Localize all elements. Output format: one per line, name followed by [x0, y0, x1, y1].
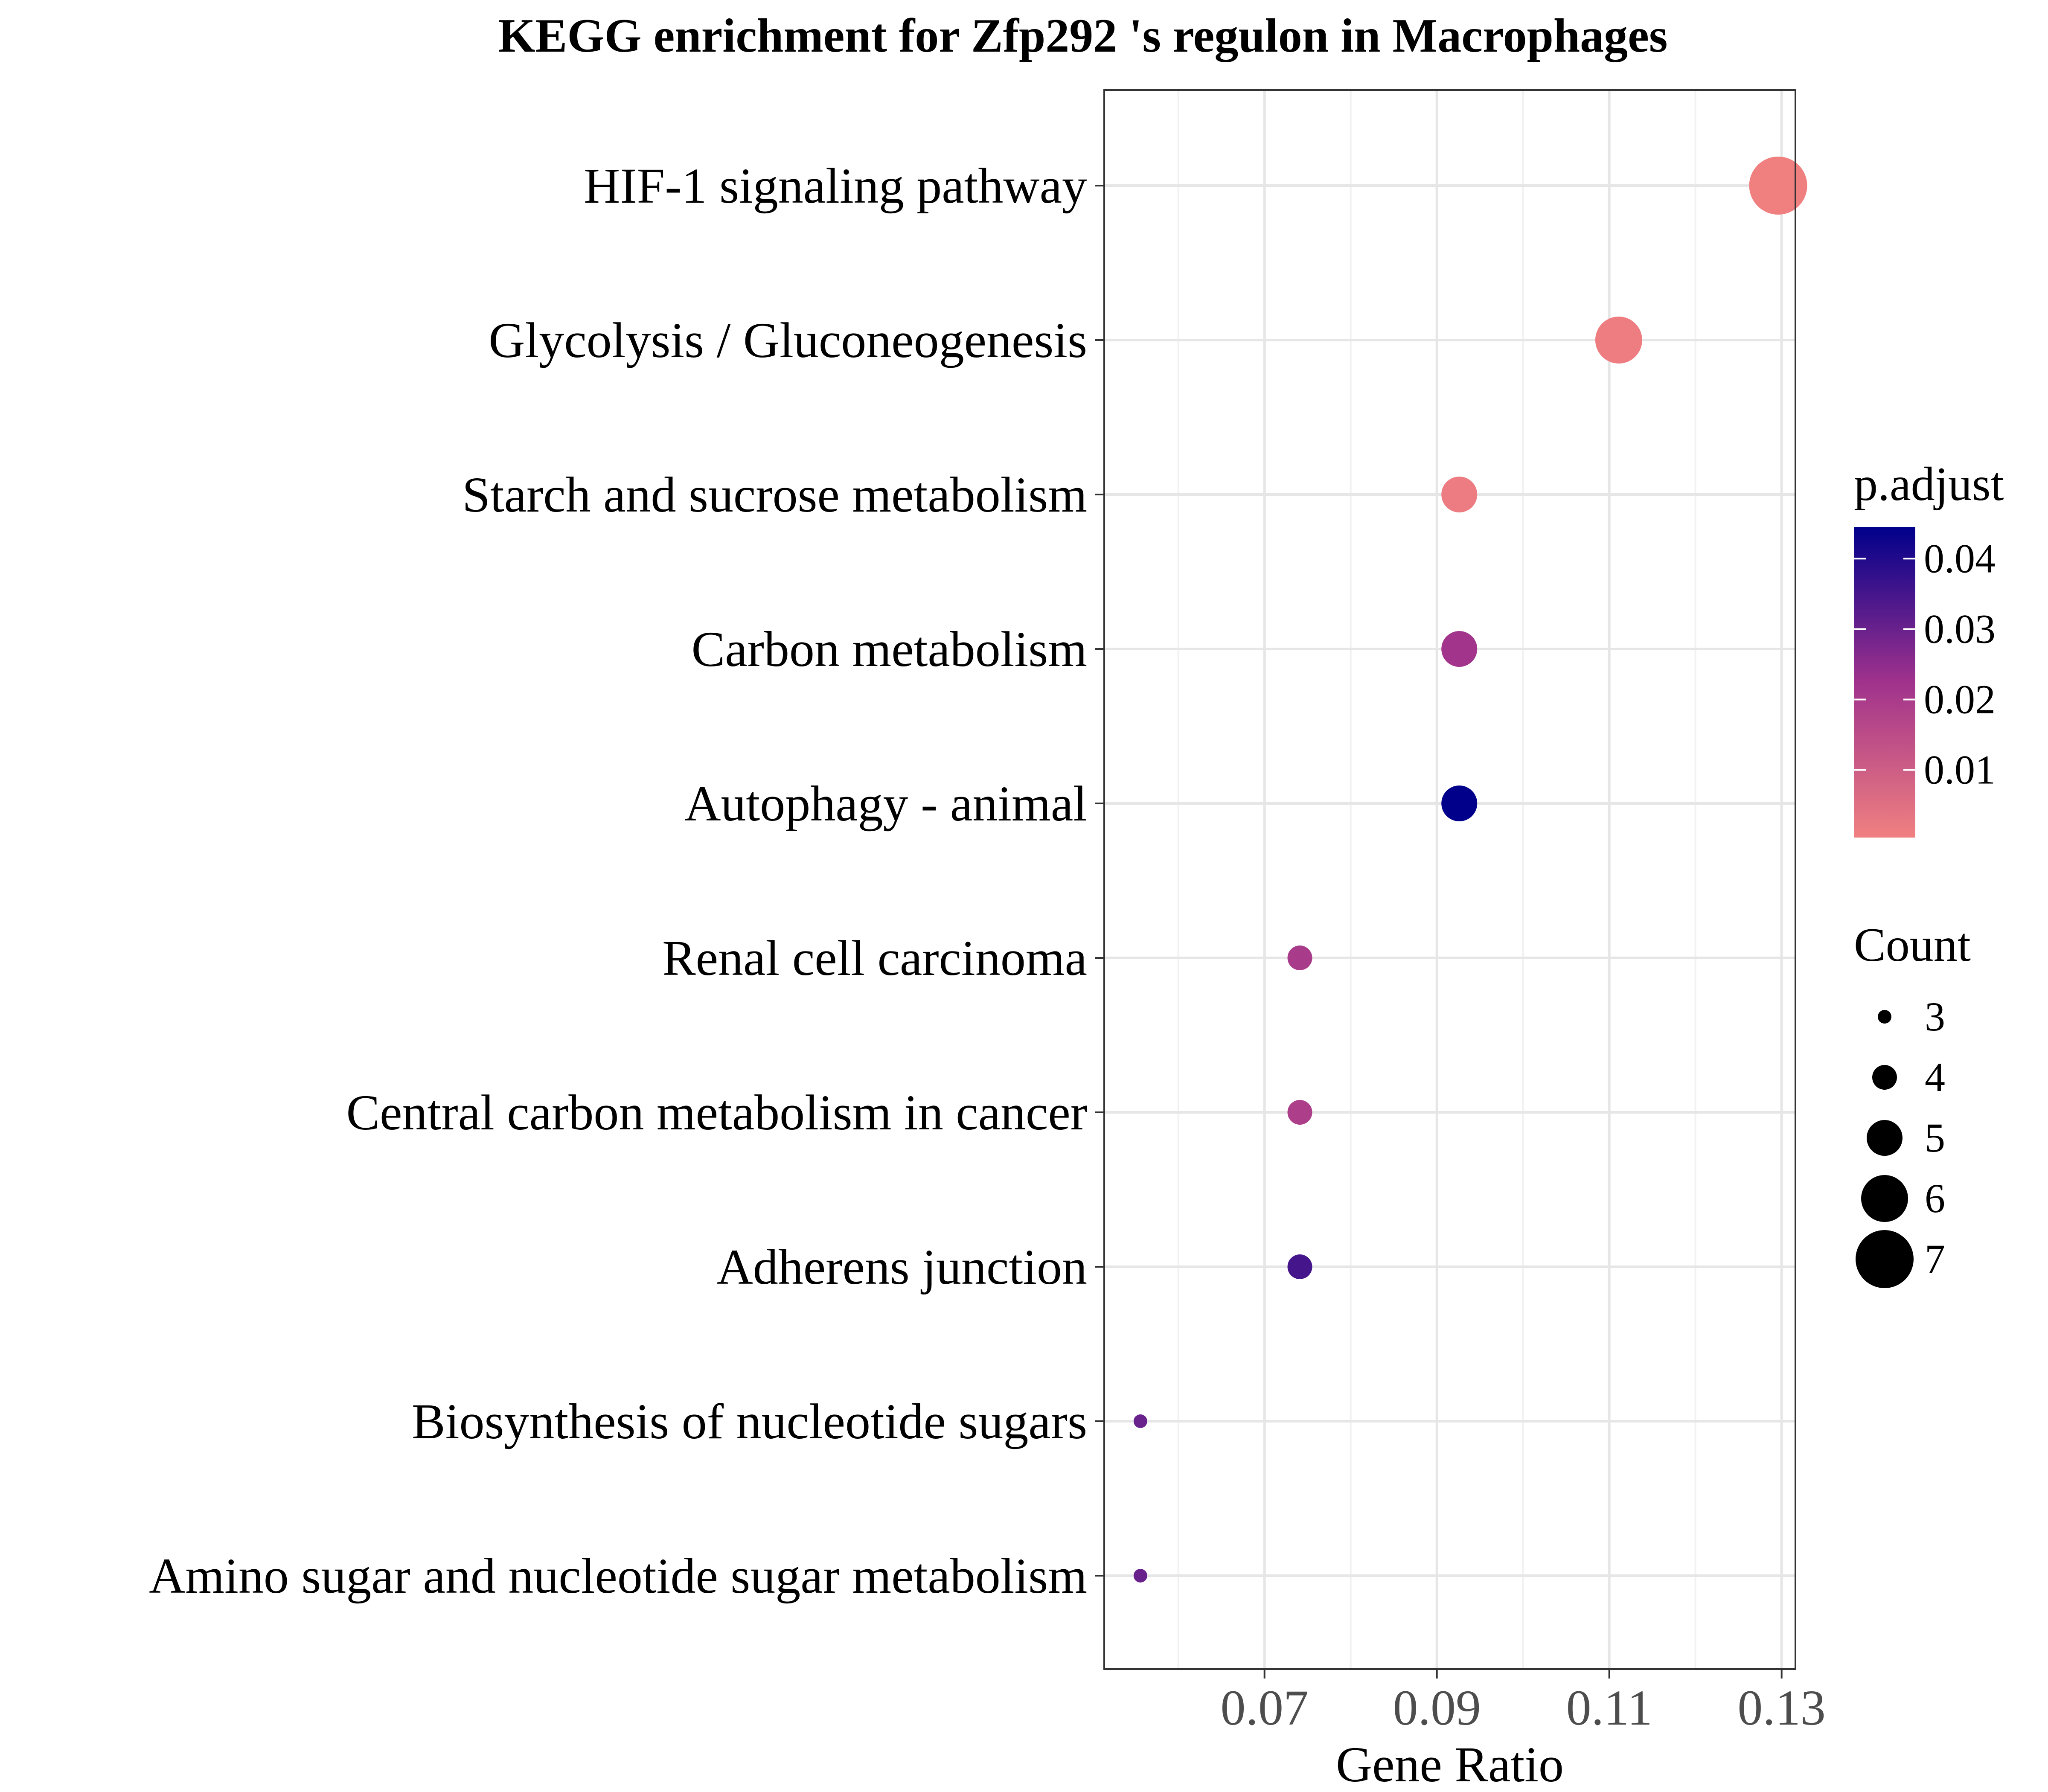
y-tick-label: Carbon metabolism	[692, 621, 1087, 677]
size-legend-label: 3	[1925, 994, 1945, 1039]
color-legend-title: p.adjust	[1854, 458, 2004, 511]
point-glycolysis-gluconeogenesis	[1595, 317, 1642, 364]
color-legend: p.adjust 0.01 0.02 0.03 0.04	[1854, 458, 2004, 838]
y-tick-label: Starch and sucrose metabolism	[462, 467, 1087, 523]
point-adherens-junction	[1287, 1254, 1312, 1279]
x-tick-label: 0.11	[1566, 1680, 1652, 1736]
y-tick-label: Biosynthesis of nucleotide sugars	[412, 1393, 1087, 1449]
size-legend-dot	[1861, 1175, 1908, 1222]
chart-title: KEGG enrichment for Zfp292 's regulon in…	[498, 9, 1668, 62]
y-tick-label: Central carbon metabolism in cancer	[346, 1085, 1087, 1140]
y-tick-label: Amino sugar and nucleotide sugar metabol…	[149, 1548, 1087, 1604]
size-legend: Count 3 4 5 6 7	[1854, 919, 1971, 1288]
point-renal-cell-carcinoma	[1287, 945, 1312, 970]
x-tick-label: 0.13	[1737, 1680, 1826, 1736]
y-axis: HIF-1 signaling pathway Glycolysis / Gluc…	[149, 158, 1104, 1604]
size-legend-label: 6	[1925, 1175, 1945, 1221]
size-legend-items: 3 4 5 6 7	[1856, 994, 1945, 1288]
size-legend-label: 5	[1925, 1115, 1945, 1161]
color-bar	[1854, 527, 1915, 838]
color-legend-ticks: 0.01 0.02 0.03 0.04	[1854, 535, 1996, 793]
x-axis-title: Gene Ratio	[1336, 1737, 1564, 1792]
color-legend-tick-label: 0.03	[1924, 606, 1996, 652]
panel-background	[1104, 90, 1795, 1669]
y-tick-label: HIF-1 signaling pathway	[584, 158, 1087, 214]
y-tick-label: Adherens junction	[717, 1239, 1087, 1295]
point-carbon-metabolism	[1441, 631, 1478, 667]
point-central-carbon-metabolism-in-cancer	[1287, 1100, 1312, 1125]
y-tick-label: Autophagy - animal	[684, 776, 1087, 832]
point-starch-and-sucrose-metabolism	[1441, 477, 1478, 512]
size-legend-dot	[1867, 1120, 1903, 1156]
x-axis: 0.07 0.09 0.11 0.13	[1220, 1669, 1826, 1736]
size-legend-label: 4	[1925, 1054, 1945, 1100]
x-tick-label: 0.07	[1220, 1680, 1309, 1736]
point-hif-1-signaling-pathway	[1749, 157, 1807, 215]
panel-border	[1103, 89, 1796, 1670]
color-legend-tick-label: 0.02	[1924, 676, 1996, 722]
color-legend-tick-label: 0.01	[1924, 747, 1996, 793]
point-amino-sugar-and-nucleotide-sugar-metabolism	[1133, 1569, 1147, 1583]
point-autophagy-animal	[1441, 785, 1478, 821]
size-legend-label: 7	[1925, 1236, 1945, 1282]
size-legend-dot	[1856, 1230, 1914, 1288]
data-points	[1133, 157, 1807, 1583]
point-biosynthesis-of-nucleotide-sugars	[1133, 1414, 1147, 1428]
y-tick-label: Renal cell carcinoma	[662, 930, 1087, 986]
size-legend-dot	[1878, 1010, 1891, 1024]
plot-panel	[1104, 90, 1795, 1669]
color-legend-tick-label: 0.04	[1924, 535, 1996, 581]
x-tick-label: 0.09	[1393, 1680, 1481, 1736]
y-tick-label: Glycolysis / Gluconeogenesis	[489, 312, 1087, 368]
size-legend-title: Count	[1854, 919, 1971, 972]
size-legend-dot	[1872, 1065, 1897, 1090]
